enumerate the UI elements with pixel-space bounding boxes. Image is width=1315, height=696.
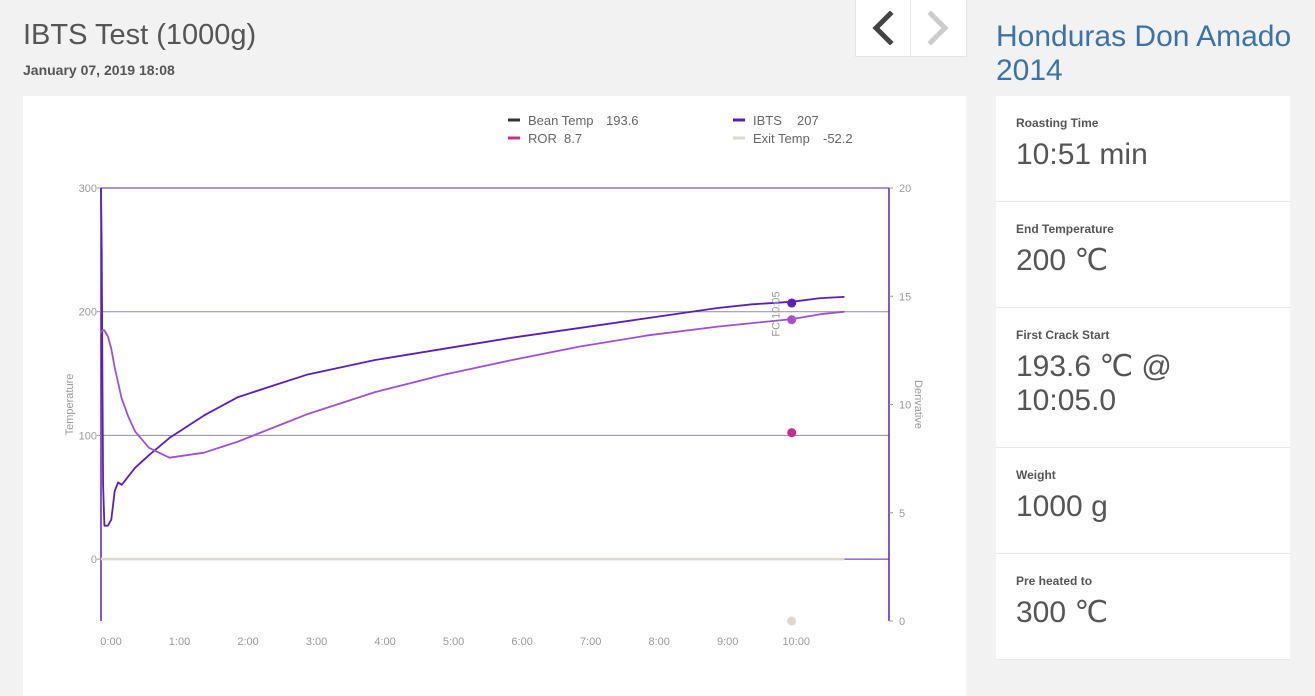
x-tick-label: 2:00 [237, 636, 258, 648]
marker-ror [787, 428, 797, 438]
y-axis-title: Temperature [64, 374, 76, 436]
info-weight: Weight 1000 g [996, 448, 1290, 554]
info-first-crack-start: First Crack Start 193.6 ℃ @ 10:05.0 [996, 308, 1290, 448]
roast-chart: 0 100 200 300 0 5 10 15 20 0:00 1:00 2:00 3:00 4:00 5:… [23, 96, 966, 696]
y2-tick-label: 15 [899, 291, 911, 303]
legend-value: 207 [797, 113, 819, 128]
info-end-temperature: End Temperature 200 ℃ [996, 202, 1290, 308]
next-roast-button[interactable] [910, 0, 965, 56]
roast-navigation [855, 0, 967, 57]
x-tick-label: 4:00 [374, 636, 395, 648]
y2-tick-label: 0 [899, 616, 905, 628]
y2-tick-label: 5 [899, 508, 905, 520]
legend-value: -52.2 [823, 131, 853, 146]
x-tick-label: 8:00 [648, 636, 669, 648]
x-tick-label: 1:00 [169, 636, 190, 648]
info-value: 300 ℃ [1016, 596, 1109, 629]
legend-name: Bean Temp [528, 113, 594, 128]
roast-chart-svg: 0 100 200 300 0 5 10 15 20 0:00 1:00 2:00 3:00 4:00 5:… [64, 113, 924, 648]
info-label: Roasting Time [1016, 116, 1099, 130]
page-title: IBTS Test (1000g) [23, 19, 257, 51]
legend-name: IBTS [753, 113, 782, 128]
info-label: First Crack Start [1016, 328, 1110, 342]
info-value: 10:51 min [1016, 138, 1148, 171]
y-tick-label: 200 [79, 307, 97, 319]
y2-axis-title: Derivative [912, 380, 924, 429]
series-line-ibts [100, 187, 845, 527]
y-tick-label: 100 [79, 430, 97, 442]
y2-tick-label: 20 [899, 183, 911, 195]
y-tick-label: 300 [79, 183, 97, 195]
roast-info-list: Roasting Time 10:51 min End Temperature … [996, 96, 1290, 660]
info-value: 1000 g [1016, 490, 1108, 523]
first-crack-annotation: FC 10:05 [771, 291, 783, 336]
info-label: Pre heated to [1016, 574, 1093, 588]
x-tick-label: 3:00 [306, 636, 327, 648]
legend-value: 8.7 [564, 131, 582, 146]
info-value: 193.6 ℃ @ 10:05.0 [1016, 350, 1172, 417]
chevron-right-icon [927, 11, 949, 45]
info-preheat: Pre heated to 300 ℃ [996, 554, 1290, 660]
marker-bean-temp [787, 315, 797, 325]
marker-ibts [787, 298, 797, 308]
marker-exit-temp [787, 616, 797, 626]
previous-roast-button[interactable] [856, 0, 910, 56]
series-line-bean-temp [100, 310, 845, 459]
info-label: Weight [1016, 468, 1056, 482]
y-tick-label: 0 [91, 554, 97, 566]
x-tick-label: 7:00 [580, 636, 601, 648]
y2-tick-label: 10 [899, 400, 911, 412]
legend-name: Exit Temp [753, 131, 810, 146]
legend-value: 193.6 [606, 113, 639, 128]
x-tick-label: 0:00 [100, 636, 121, 648]
info-label: End Temperature [1016, 222, 1114, 236]
info-roasting-time: Roasting Time 10:51 min [996, 96, 1290, 202]
x-tick-label: 6:00 [511, 636, 532, 648]
x-tick-label: 10:00 [782, 636, 810, 648]
coffee-title: Honduras Don Amado 2014 [996, 20, 1292, 87]
legend-name: ROR [528, 131, 557, 146]
x-tick-label: 9:00 [717, 636, 738, 648]
x-tick-label: 5:00 [443, 636, 464, 648]
roast-date: January 07, 2019 18:08 [23, 62, 175, 78]
info-value: 200 ℃ [1016, 244, 1109, 277]
chevron-left-icon [872, 11, 894, 45]
